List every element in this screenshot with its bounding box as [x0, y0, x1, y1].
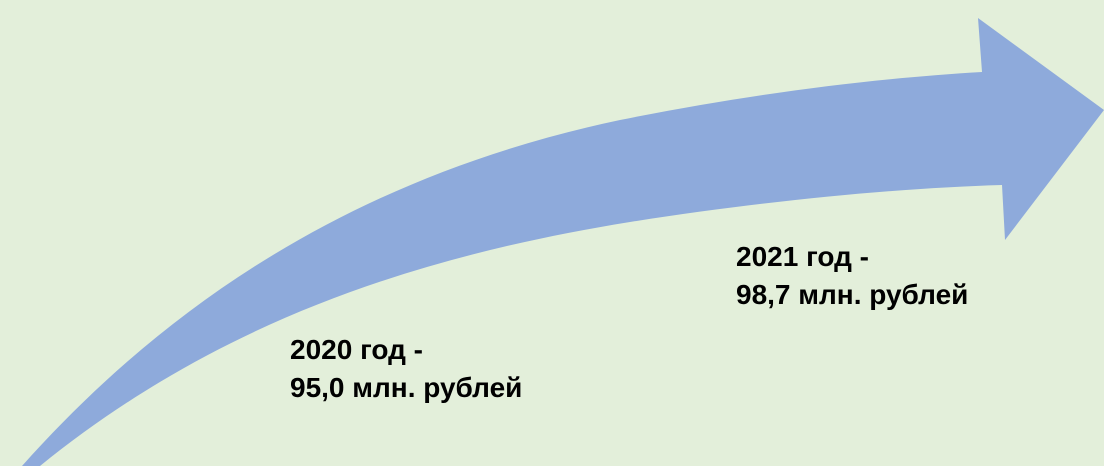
milestone-2021: 2021 год - 98,7 млн. рублей	[736, 238, 968, 314]
milestone-2021-year: 2021 год -	[736, 238, 968, 276]
milestone-2020: 2020 год - 95,0 млн. рублей	[290, 331, 522, 407]
milestone-2020-value: 95,0 млн. рублей	[290, 369, 522, 407]
milestone-2020-year: 2020 год -	[290, 331, 522, 369]
milestone-2021-value: 98,7 млн. рублей	[736, 276, 968, 314]
